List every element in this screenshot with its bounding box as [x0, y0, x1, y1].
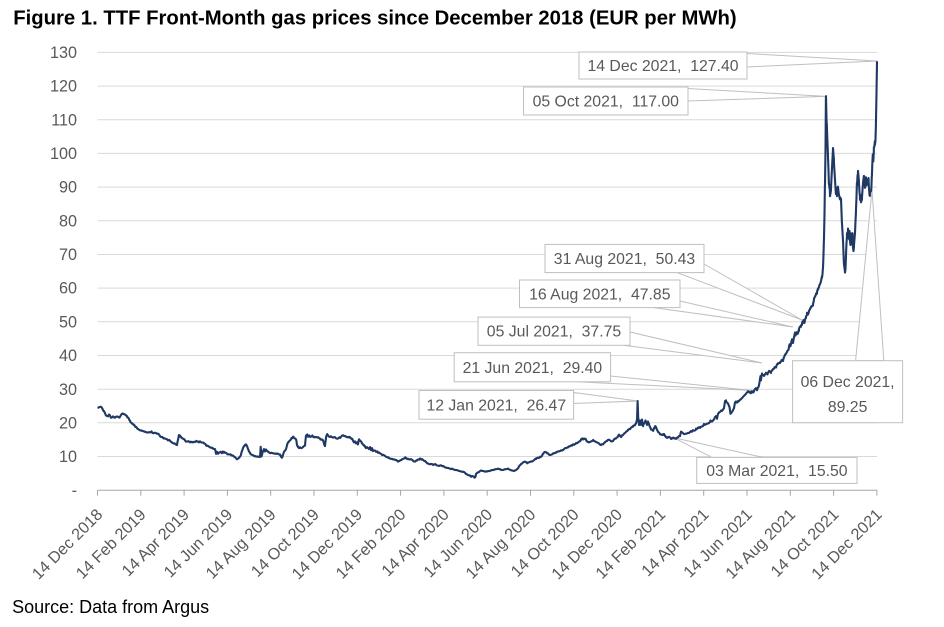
svg-text:14 Dec 2021, 127.40: 14 Dec 2021, 127.40 [587, 58, 738, 75]
svg-text:30: 30 [59, 381, 77, 399]
svg-text:90: 90 [59, 179, 77, 197]
svg-text:80: 80 [59, 212, 77, 230]
svg-text:12 Jan 2021, 26.47: 12 Jan 2021, 26.47 [426, 397, 566, 414]
svg-text:05 Oct 2021, 117.00: 05 Oct 2021, 117.00 [533, 94, 680, 111]
svg-text:Figure 1. TTF Front-Month gas: Figure 1. TTF Front-Month gas prices sin… [13, 8, 737, 30]
svg-text:120: 120 [50, 78, 77, 96]
svg-text:60: 60 [59, 280, 77, 298]
svg-text:10: 10 [59, 448, 77, 466]
svg-text:70: 70 [59, 246, 77, 264]
svg-text:20: 20 [59, 414, 77, 432]
svg-text:89.25: 89.25 [828, 399, 868, 416]
svg-text:06 Dec 2021,: 06 Dec 2021, [801, 374, 895, 391]
svg-text:16 Aug 2021, 47.85: 16 Aug 2021, 47.85 [529, 286, 671, 303]
svg-text:Source: Data from Argus: Source: Data from Argus [12, 597, 209, 617]
svg-text:31 Aug 2021, 50.43: 31 Aug 2021, 50.43 [554, 251, 696, 268]
svg-text:05 Jul 2021, 37.75: 05 Jul 2021, 37.75 [487, 324, 622, 341]
svg-text:40: 40 [59, 347, 77, 365]
svg-text:110: 110 [51, 111, 77, 129]
svg-text:03 Mar 2021, 15.50: 03 Mar 2021, 15.50 [706, 463, 848, 480]
svg-text:130: 130 [50, 44, 77, 62]
svg-text:100: 100 [50, 145, 77, 163]
svg-text:50: 50 [59, 313, 77, 331]
svg-text:-: - [72, 482, 77, 500]
svg-text:21 Jun 2021, 29.40: 21 Jun 2021, 29.40 [463, 360, 603, 377]
